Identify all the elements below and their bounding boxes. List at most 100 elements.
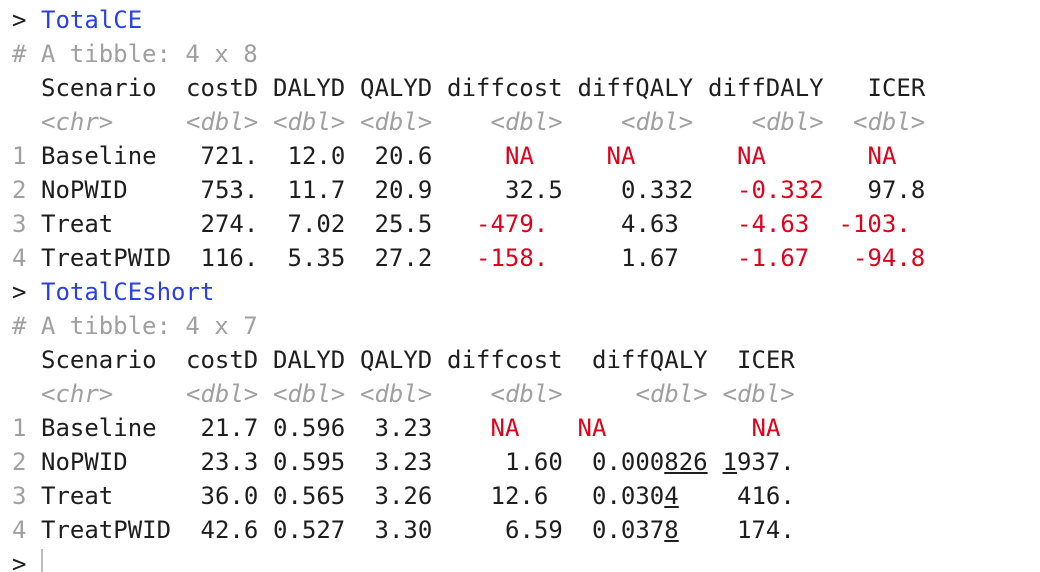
column-type: <dbl> <box>635 380 708 408</box>
cell: Treat <box>41 482 114 510</box>
cell: 416. <box>737 482 795 510</box>
cell: 721. <box>200 142 259 170</box>
cell-part: 826 <box>664 448 708 476</box>
cell: -479. <box>476 210 549 238</box>
column-header: QALYD <box>360 74 433 102</box>
column-type: <dbl> <box>360 380 433 408</box>
cell: 1.67 <box>621 244 679 272</box>
cell-part: 937. <box>736 448 795 476</box>
column-type: <dbl> <box>360 108 433 136</box>
row-index: 3 <box>12 482 27 510</box>
cell: 36.0 <box>200 482 259 510</box>
command: TotalCEshort <box>41 278 215 306</box>
column-type: <dbl> <box>621 108 694 136</box>
cell: 0.0378 <box>592 516 679 544</box>
row-index: 1 <box>12 142 27 170</box>
column-header: Scenario <box>41 74 157 102</box>
cell-part: 0.037 <box>592 516 665 544</box>
row-index: 2 <box>12 448 27 476</box>
cell: NA <box>490 414 520 442</box>
column-header: QALYD <box>360 346 433 374</box>
cell: 27.2 <box>374 244 433 272</box>
cell-part: 8 <box>664 516 679 544</box>
cell: TreatPWID <box>41 516 172 544</box>
cell: 753. <box>200 176 259 204</box>
cell: 0.596 <box>273 414 346 442</box>
cell: NoPWID <box>41 176 128 204</box>
column-header: diffQALY <box>592 346 708 374</box>
cell: NA <box>737 142 766 170</box>
cell: NA <box>751 414 781 442</box>
row-index: 4 <box>12 516 27 544</box>
column-type: <dbl> <box>490 108 563 136</box>
column-header: diffcost <box>447 346 563 374</box>
column-type: <dbl> <box>853 108 926 136</box>
cell: 3.30 <box>374 516 433 544</box>
cell: -4.63 <box>737 210 810 238</box>
cell: 116. <box>200 244 259 272</box>
prompt: > <box>12 6 27 34</box>
row-index: 3 <box>12 210 27 238</box>
cell: -94.8 <box>853 244 926 272</box>
column-header: costD <box>186 346 259 374</box>
cell: TreatPWID <box>41 244 172 272</box>
cell: 174. <box>737 516 795 544</box>
cell: 3.26 <box>374 482 433 510</box>
cell: 0.595 <box>273 448 346 476</box>
prompt: > <box>12 550 27 572</box>
cell: 0.000826 <box>592 448 708 476</box>
cell: 23.3 <box>200 448 259 476</box>
cell: 7.02 <box>287 210 346 238</box>
cell: 20.9 <box>374 176 433 204</box>
cell-part: 1 <box>722 448 737 476</box>
column-header: diffcost <box>447 74 563 102</box>
command: TotalCE <box>41 6 143 34</box>
cell: 4.63 <box>621 210 679 238</box>
cell: Treat <box>41 210 114 238</box>
cell: NA <box>505 142 534 170</box>
prompt: > <box>12 278 27 306</box>
column-type: <chr> <box>41 108 114 136</box>
cell-part: 0.030 <box>592 482 665 510</box>
cell: 3.23 <box>374 448 433 476</box>
tibble-summary: # A tibble: 4 x 7 <box>12 312 258 340</box>
column-header: diffDALY <box>708 74 824 102</box>
column-header: ICER <box>867 74 926 102</box>
row-index: 1 <box>12 414 27 442</box>
column-header: costD <box>186 74 259 102</box>
cell: 11.7 <box>287 176 346 204</box>
column-type: <dbl> <box>751 108 824 136</box>
cell: 25.5 <box>374 210 433 238</box>
column-type: <dbl> <box>273 108 346 136</box>
cell: 0.527 <box>273 516 346 544</box>
cell: 6.59 <box>505 516 563 544</box>
column-type: <dbl> <box>490 380 563 408</box>
column-header: Scenario <box>41 346 157 374</box>
cell: 3.23 <box>374 414 433 442</box>
tibble-summary: # A tibble: 4 x 8 <box>12 40 258 68</box>
cell: NA <box>606 142 636 170</box>
cell: -0.332 <box>737 176 824 204</box>
cell: 0.565 <box>273 482 346 510</box>
cell: 97.8 <box>867 176 926 204</box>
cell: 0.0304 <box>592 482 679 510</box>
cell-part: 4 <box>664 482 679 510</box>
cell: 20.6 <box>374 142 433 170</box>
cell: NA <box>577 414 607 442</box>
column-type: <dbl> <box>186 108 259 136</box>
cell: 21.7 <box>200 414 259 442</box>
cursor[interactable] <box>41 549 43 572</box>
row-index: 2 <box>12 176 27 204</box>
cell: -158. <box>476 244 549 272</box>
column-type: <dbl> <box>722 380 795 408</box>
cell: 32.5 <box>505 176 563 204</box>
cell: -1.67 <box>737 244 810 272</box>
column-header: DALYD <box>273 74 346 102</box>
column-type: <dbl> <box>186 380 259 408</box>
cell: 12.0 <box>287 142 346 170</box>
cell: 1937. <box>723 448 795 476</box>
cell: NoPWID <box>41 448 128 476</box>
cell: 12.6 <box>490 482 549 510</box>
column-type: <dbl> <box>273 380 346 408</box>
